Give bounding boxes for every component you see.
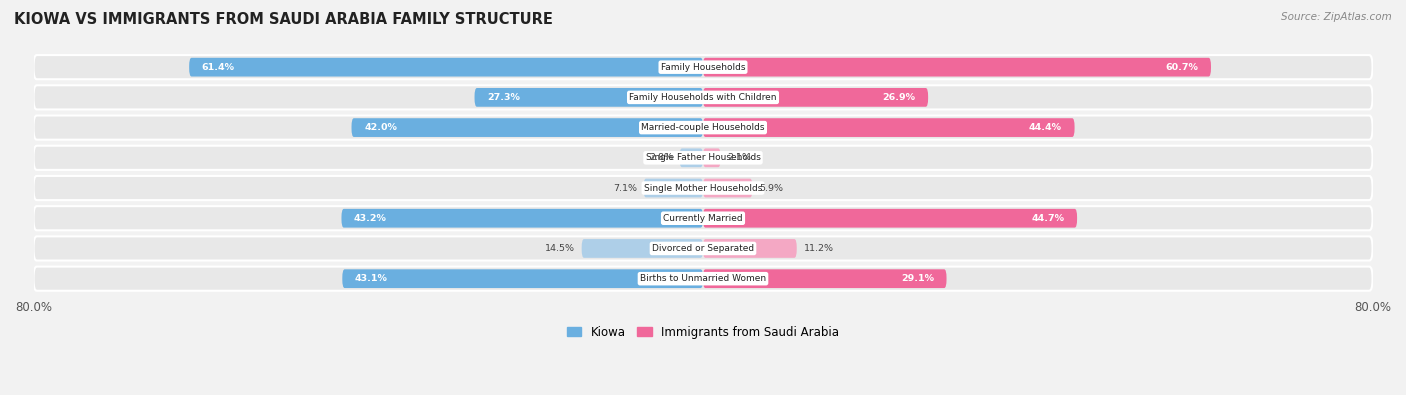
Text: Single Father Households: Single Father Households [645,153,761,162]
Text: 29.1%: 29.1% [901,274,934,283]
Text: Currently Married: Currently Married [664,214,742,223]
Legend: Kiowa, Immigrants from Saudi Arabia: Kiowa, Immigrants from Saudi Arabia [562,321,844,343]
FancyBboxPatch shape [34,267,1372,291]
FancyBboxPatch shape [644,179,703,198]
FancyBboxPatch shape [679,149,703,167]
FancyBboxPatch shape [703,209,1077,228]
Text: 5.9%: 5.9% [759,184,783,192]
FancyBboxPatch shape [703,58,1211,77]
Text: Married-couple Households: Married-couple Households [641,123,765,132]
Text: 44.7%: 44.7% [1032,214,1064,223]
Text: 14.5%: 14.5% [546,244,575,253]
FancyBboxPatch shape [34,85,1372,109]
FancyBboxPatch shape [190,58,703,77]
Text: Divorced or Separated: Divorced or Separated [652,244,754,253]
Text: 11.2%: 11.2% [803,244,834,253]
Text: 43.2%: 43.2% [354,214,387,223]
FancyBboxPatch shape [703,239,797,258]
Text: Single Mother Households: Single Mother Households [644,184,762,192]
Text: 27.3%: 27.3% [486,93,520,102]
FancyBboxPatch shape [342,269,703,288]
Text: 60.7%: 60.7% [1166,63,1198,71]
Text: 26.9%: 26.9% [883,93,915,102]
FancyBboxPatch shape [34,115,1372,140]
FancyBboxPatch shape [582,239,703,258]
Text: 43.1%: 43.1% [354,274,388,283]
Text: 2.1%: 2.1% [727,153,751,162]
FancyBboxPatch shape [475,88,703,107]
FancyBboxPatch shape [703,149,720,167]
FancyBboxPatch shape [703,88,928,107]
Text: Family Households with Children: Family Households with Children [630,93,776,102]
FancyBboxPatch shape [34,146,1372,170]
Text: 7.1%: 7.1% [613,184,637,192]
FancyBboxPatch shape [34,206,1372,230]
Text: Births to Unmarried Women: Births to Unmarried Women [640,274,766,283]
Text: KIOWA VS IMMIGRANTS FROM SAUDI ARABIA FAMILY STRUCTURE: KIOWA VS IMMIGRANTS FROM SAUDI ARABIA FA… [14,12,553,27]
FancyBboxPatch shape [342,209,703,228]
FancyBboxPatch shape [703,179,752,198]
FancyBboxPatch shape [34,236,1372,261]
FancyBboxPatch shape [703,118,1074,137]
Text: 2.8%: 2.8% [650,153,673,162]
FancyBboxPatch shape [34,55,1372,79]
Text: 61.4%: 61.4% [201,63,235,71]
FancyBboxPatch shape [352,118,703,137]
Text: 42.0%: 42.0% [364,123,396,132]
Text: 44.4%: 44.4% [1029,123,1062,132]
Text: Source: ZipAtlas.com: Source: ZipAtlas.com [1281,12,1392,22]
Text: Family Households: Family Households [661,63,745,71]
FancyBboxPatch shape [703,269,946,288]
FancyBboxPatch shape [34,176,1372,200]
